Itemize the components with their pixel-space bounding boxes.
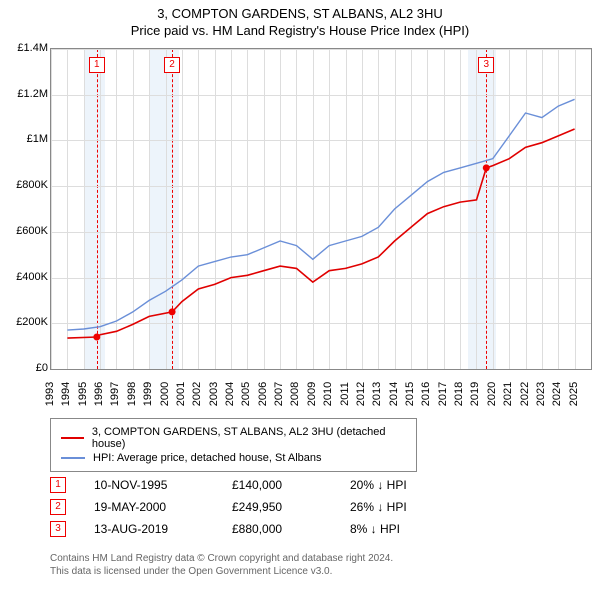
legend-row: 3, COMPTON GARDENS, ST ALBANS, AL2 3HU (… [61,425,406,451]
x-tick-label: 2003 [208,379,220,409]
plot-area: 1 2 3 [50,48,592,370]
x-tick-label: 2006 [257,379,269,409]
series-hpi [67,99,574,330]
x-tick-label: 1993 [44,379,56,409]
y-tick-label: £600K [4,225,48,237]
event-price: £249,950 [232,500,322,514]
x-tick-label: 2021 [502,379,514,409]
y-tick-label: £1.2M [4,88,48,100]
data-point [169,308,176,315]
x-tick-label: 2007 [273,379,285,409]
x-tick-label: 2009 [306,379,318,409]
x-tick-label: 2020 [486,379,498,409]
x-tick-label: 2023 [535,379,547,409]
event-marker: 3 [50,521,66,537]
footer-line2: This data is licensed under the Open Gov… [50,565,393,578]
footer-attribution: Contains HM Land Registry data © Crown c… [50,552,393,578]
y-tick-label: £800K [4,179,48,191]
marker-flag: 2 [164,57,180,73]
x-tick-label: 2018 [453,379,465,409]
event-price: £880,000 [232,522,322,536]
event-marker: 1 [50,477,66,493]
x-tick-label: 2000 [159,379,171,409]
x-tick-label: 2025 [568,379,580,409]
footer-line1: Contains HM Land Registry data © Crown c… [50,552,393,565]
x-tick-label: 2010 [322,379,334,409]
x-tick-label: 2005 [240,379,252,409]
x-tick-label: 1999 [142,379,154,409]
marker-flag: 1 [89,57,105,73]
chart-title-line2: Price paid vs. HM Land Registry's House … [0,21,600,38]
y-tick-label: £1M [4,133,48,145]
event-delta: 20% ↓ HPI [350,478,440,492]
data-point [483,164,490,171]
x-tick-label: 1996 [93,379,105,409]
event-row: 3 13-AUG-2019 £880,000 8% ↓ HPI [50,518,440,540]
x-tick-label: 2002 [191,379,203,409]
x-tick-label: 2015 [404,379,416,409]
legend-row: HPI: Average price, detached house, St A… [61,451,406,465]
x-tick-label: 2004 [224,379,236,409]
x-tick-label: 1998 [126,379,138,409]
legend-swatch [61,457,85,459]
x-tick-label: 2022 [519,379,531,409]
series-property [67,129,574,338]
x-tick-label: 2001 [175,379,187,409]
y-tick-label: £400K [4,271,48,283]
y-tick-label: £1.4M [4,42,48,54]
x-tick-label: 2008 [289,379,301,409]
x-tick-label: 2017 [437,379,449,409]
data-point [93,334,100,341]
event-date: 19-MAY-2000 [94,500,204,514]
chart-container: 3, COMPTON GARDENS, ST ALBANS, AL2 3HU P… [0,0,600,590]
event-marker: 2 [50,499,66,515]
event-delta: 8% ↓ HPI [350,522,440,536]
marker-flag: 3 [478,57,494,73]
legend-label: 3, COMPTON GARDENS, ST ALBANS, AL2 3HU (… [92,426,406,450]
y-tick-label: £200K [4,316,48,328]
event-row: 1 10-NOV-1995 £140,000 20% ↓ HPI [50,474,440,496]
x-tick-label: 2019 [469,379,481,409]
x-tick-label: 1997 [109,379,121,409]
y-tick-label: £0 [4,362,48,374]
x-tick-label: 2024 [551,379,563,409]
legend: 3, COMPTON GARDENS, ST ALBANS, AL2 3HU (… [50,418,417,472]
chart-lines [51,49,591,369]
event-table: 1 10-NOV-1995 £140,000 20% ↓ HPI 2 19-MAY-200… [50,474,440,540]
event-date: 13-AUG-2019 [94,522,204,536]
legend-label: HPI: Average price, detached house, St A… [93,452,322,464]
legend-swatch [61,437,84,439]
x-tick-label: 1995 [77,379,89,409]
event-delta: 26% ↓ HPI [350,500,440,514]
x-tick-label: 2013 [371,379,383,409]
x-tick-label: 2014 [388,379,400,409]
event-price: £140,000 [232,478,322,492]
event-row: 2 19-MAY-2000 £249,950 26% ↓ HPI [50,496,440,518]
x-tick-label: 2012 [355,379,367,409]
x-tick-label: 1994 [60,379,72,409]
x-tick-label: 2016 [420,379,432,409]
chart-title-line1: 3, COMPTON GARDENS, ST ALBANS, AL2 3HU [0,0,600,21]
event-date: 10-NOV-1995 [94,478,204,492]
x-tick-label: 2011 [339,379,351,409]
